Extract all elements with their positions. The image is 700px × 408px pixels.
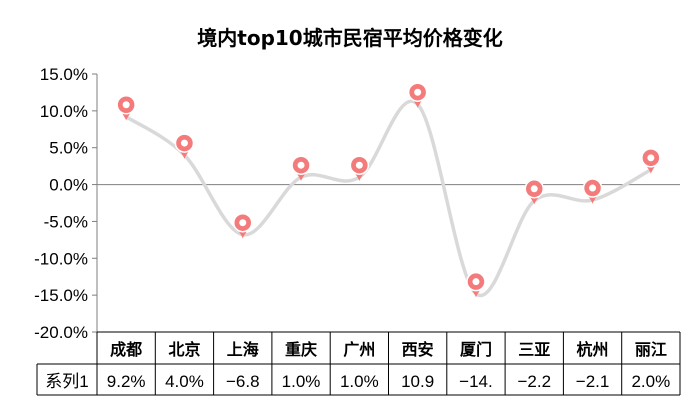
data-point-marker	[466, 271, 486, 298]
category-label: 北京	[168, 340, 200, 359]
line-layer	[124, 99, 653, 298]
category-label: 上海	[227, 340, 259, 359]
data-point-marker	[524, 179, 544, 205]
data-value-label: 1.0%	[340, 372, 379, 391]
y-tick-label: -10.0%	[34, 249, 88, 268]
data-value-label: −14.	[459, 372, 493, 391]
category-label: 成都	[110, 340, 142, 359]
y-tick-label: 0.0%	[49, 176, 88, 195]
data-value-label: −2.1	[576, 372, 610, 391]
data-value-label: 1.0%	[282, 372, 321, 391]
y-tick-label: 15.0%	[40, 65, 88, 84]
data-value-label: 2.0%	[631, 372, 670, 391]
y-tick-label: 10.0%	[40, 102, 88, 121]
y-tick-label: -20.0%	[34, 323, 88, 342]
data-value-label: 4.0%	[165, 372, 204, 391]
data-value-label: −6.8	[226, 372, 260, 391]
data-point-marker	[233, 212, 253, 239]
chart-title: 境内top10城市民宿平均价格变化	[197, 26, 502, 50]
series-name-label: 系列1	[45, 372, 88, 391]
category-label: 广州	[343, 340, 375, 359]
category-label: 丽江	[635, 340, 667, 359]
category-label: 西安	[402, 340, 434, 359]
y-tick-label: -15.0%	[34, 286, 88, 305]
data-point-marker	[174, 133, 195, 160]
data-point-marker	[582, 178, 603, 205]
data-value-label: 9.2%	[107, 372, 146, 391]
category-label: 重庆	[285, 340, 317, 359]
category-label: 三亚	[518, 340, 550, 359]
series-line	[124, 99, 653, 298]
y-tick-label: 5.0%	[49, 139, 88, 158]
y-tick-label: -5.0%	[44, 212, 88, 231]
data-point-marker	[291, 155, 311, 182]
data-value-label: −2.2	[517, 372, 551, 391]
data-value-label: 10.9	[401, 372, 434, 391]
data-point-marker	[407, 82, 428, 109]
data-point-marker	[641, 148, 661, 174]
axis-layer: 15.0% 10.0% 5.0% 0.0% -5.0% -10.0% -15.0% -20.0…	[34, 65, 680, 342]
data-table: 系列1 成都 9.2% 北京 4.0% 上海 −6.8 重庆 1.0% 广州 1.0% 西安 10.9 厦…	[36, 331, 681, 396]
category-label: 厦门	[460, 340, 492, 359]
category-label: 杭州	[577, 340, 609, 359]
marker-layer	[116, 82, 661, 298]
data-point-marker	[349, 155, 370, 182]
data-point-marker	[116, 95, 136, 121]
